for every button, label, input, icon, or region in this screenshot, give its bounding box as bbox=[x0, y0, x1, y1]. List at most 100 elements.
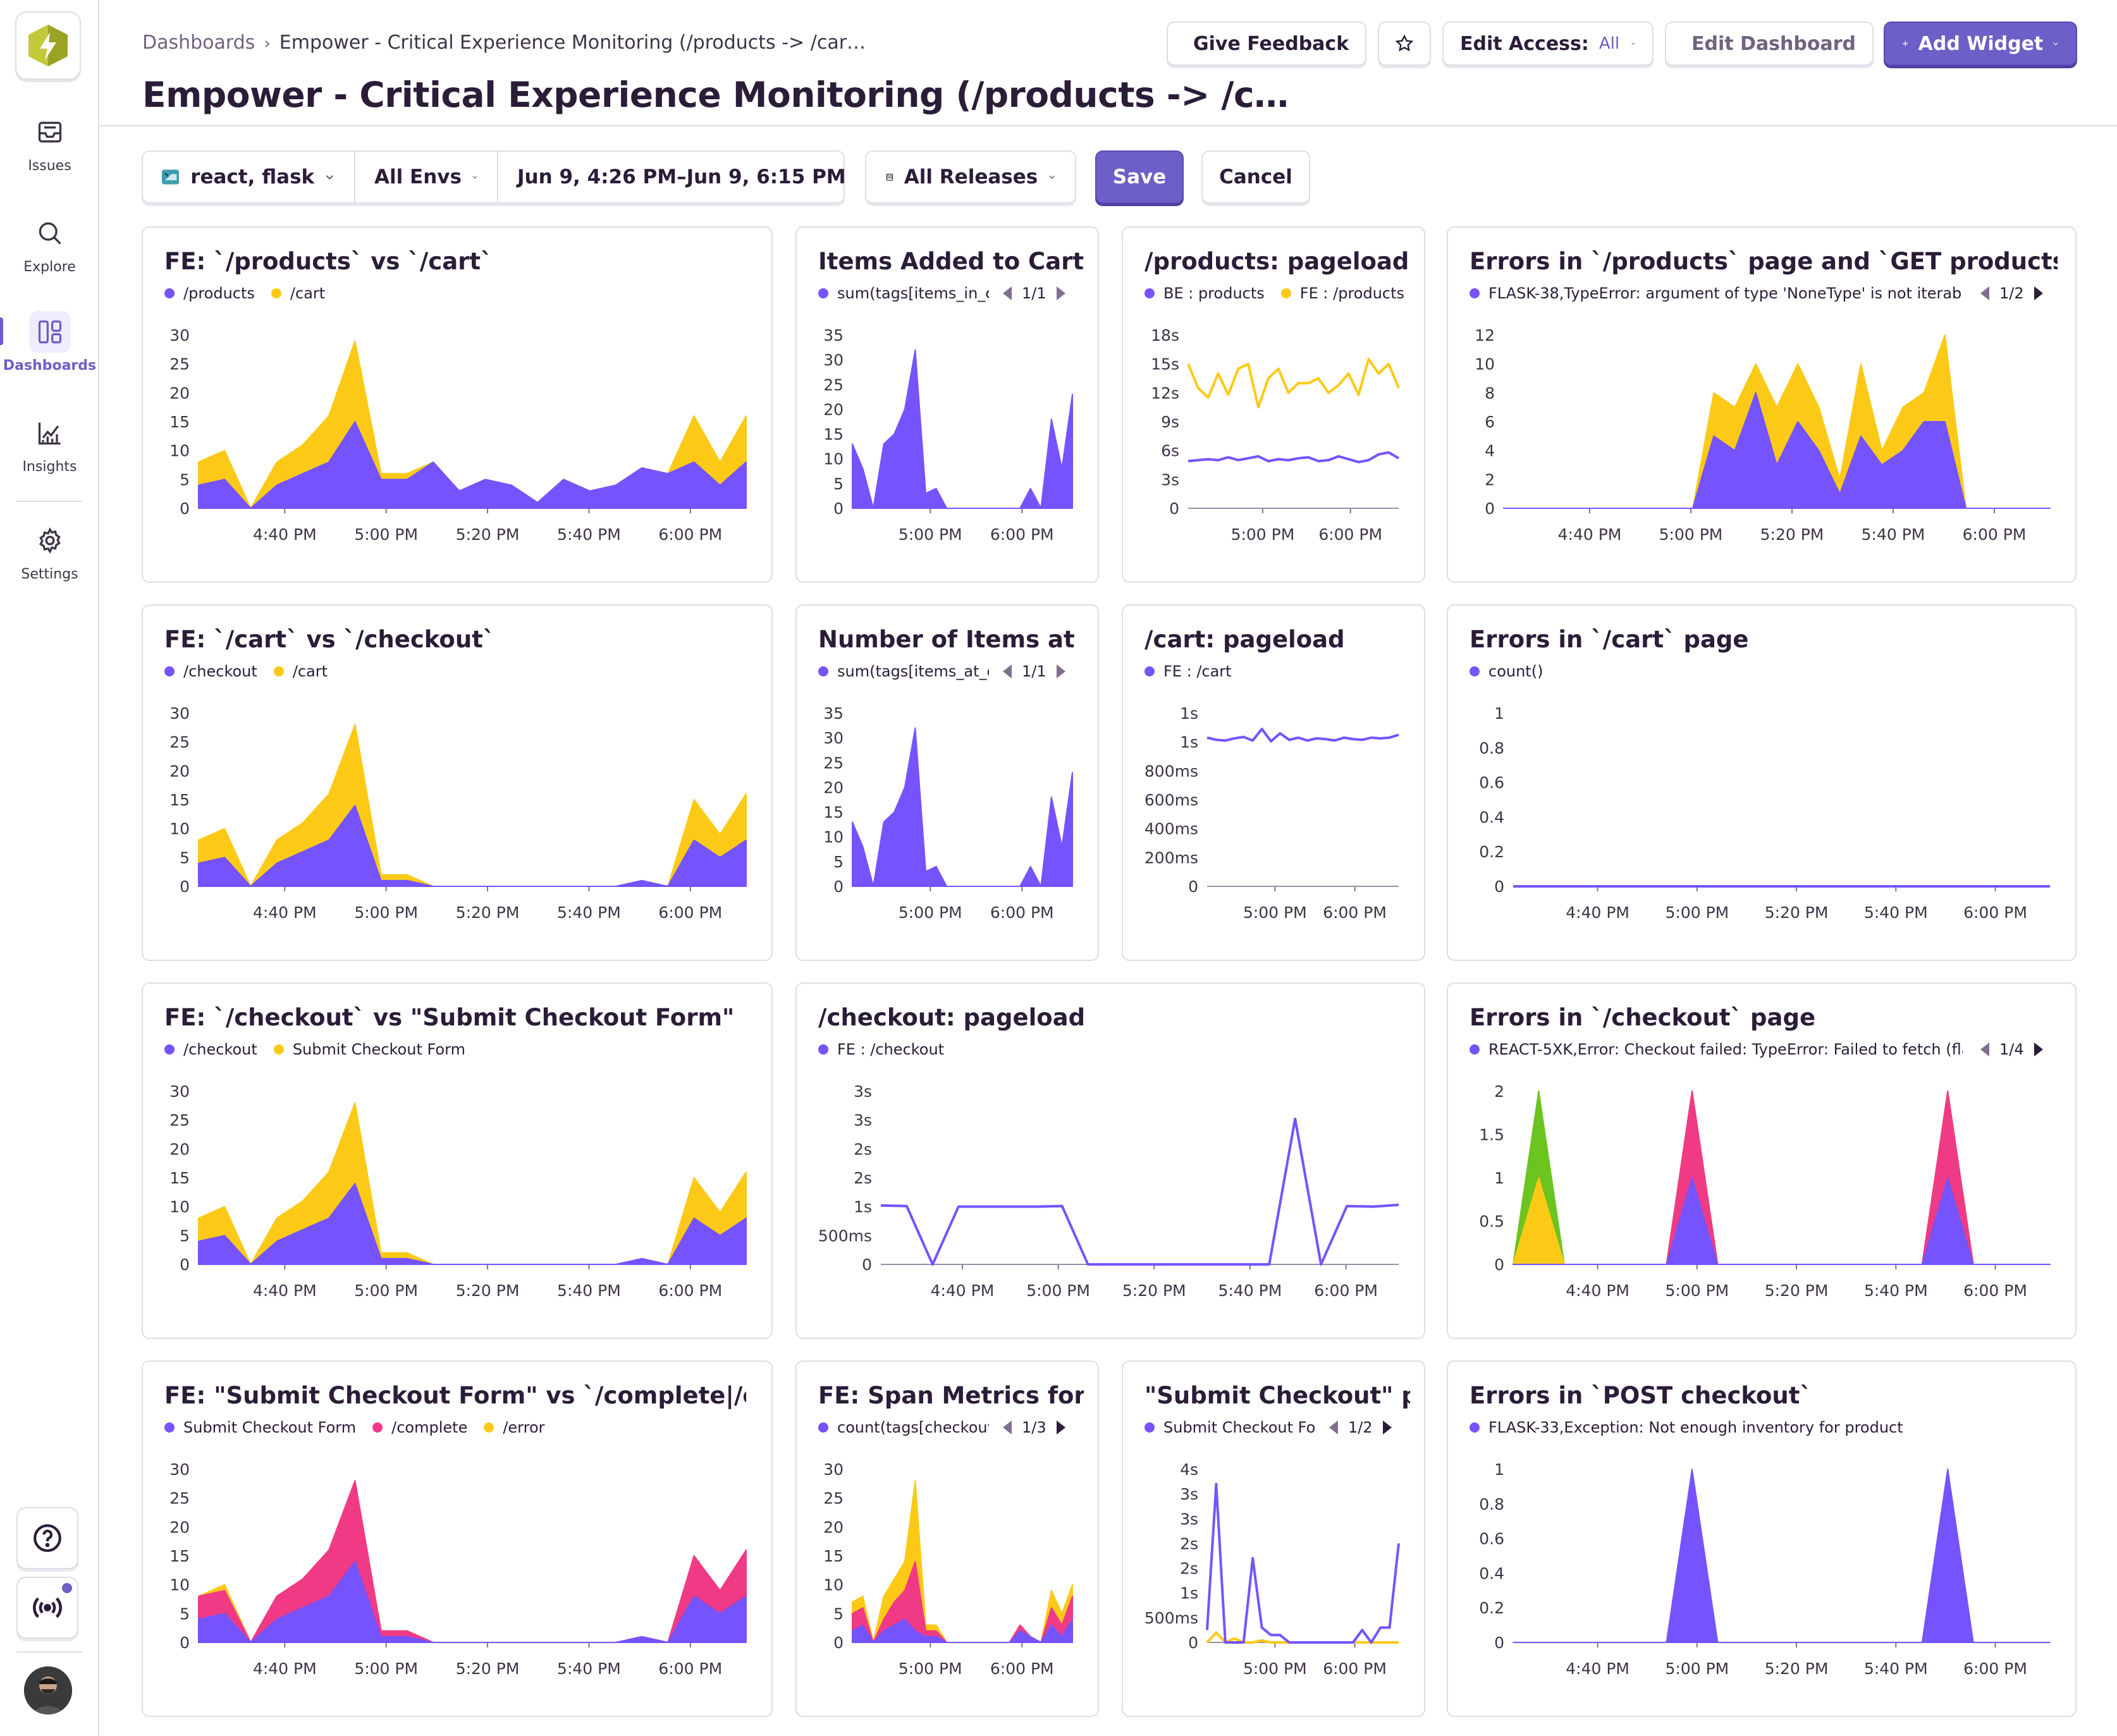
legend-item[interactable]: /complete bbox=[372, 1419, 467, 1436]
broadcasts-button[interactable] bbox=[16, 1577, 78, 1639]
legend-label: /complete bbox=[391, 1419, 468, 1436]
legend-item[interactable]: count(tags[checkout.items]) bbox=[818, 1419, 989, 1436]
caret-left-icon[interactable] bbox=[1979, 285, 1991, 302]
y-tick-label: 2 bbox=[1494, 1082, 1504, 1101]
series-area-flask-38-typeerror-argument-of-type-none[interactable] bbox=[1503, 392, 2051, 509]
legend-item[interactable]: FE : /cart bbox=[1144, 663, 1232, 680]
widget-errors-post-checkout[interactable]: 0 0.2 0.4 0.6 0.8 1 4:40 PM 5:00 PM 5:20 PM 5:40 … bbox=[1447, 1360, 2077, 1717]
edit-access-dropdown[interactable]: Edit Access: All bbox=[1442, 21, 1654, 66]
y-tick-label: 0.8 bbox=[1479, 1495, 1504, 1513]
series-area-count-tags-checkout-items-[interactable] bbox=[852, 1618, 1073, 1643]
series-line-fe-products[interactable] bbox=[1187, 358, 1400, 409]
series-area-pink[interactable] bbox=[1513, 1091, 2051, 1265]
app-logo[interactable] bbox=[15, 11, 81, 80]
series-line-fe-checkout[interactable] bbox=[880, 1117, 1399, 1266]
caret-left-icon[interactable] bbox=[1002, 285, 1013, 302]
series-area-sum-tags-items-at-checkout-[interactable] bbox=[852, 727, 1073, 887]
caret-right-icon[interactable] bbox=[2033, 1041, 2044, 1058]
legend-item[interactable]: FE : /checkout bbox=[818, 1041, 944, 1058]
sidebar-item-issues[interactable]: Issues bbox=[0, 111, 99, 174]
widget-span-metrics[interactable]: 0 5 10 15 20 25 30 5:00 PM 6:00 PM FE: Span Metr… bbox=[795, 1360, 1099, 1717]
series-area-flask-33-exception-not-enough-inventory-[interactable] bbox=[1513, 1469, 2051, 1643]
breadcrumb-dashboards-link[interactable]: Dashboards bbox=[142, 32, 255, 54]
widget-title: /cart: pageload bbox=[1144, 626, 1345, 653]
caret-left-icon[interactable] bbox=[1002, 1419, 1013, 1436]
sidebar-item-settings[interactable]: Settings bbox=[0, 520, 99, 582]
sidebar-item-explore[interactable]: Explore bbox=[0, 212, 99, 275]
widget-checkout-pageload[interactable]: 0 500ms 1s 2s 2s 3s 3s 4:40 PM 5:00 PM 5:20 PM 5:4… bbox=[795, 982, 1425, 1339]
legend-item[interactable]: /products bbox=[164, 284, 255, 302]
series-area--checkout[interactable] bbox=[198, 1183, 747, 1265]
legend-item[interactable]: /cart bbox=[271, 284, 325, 302]
project-selector[interactable]: react, flask bbox=[143, 152, 355, 202]
x-tick-label: 4:40 PM bbox=[253, 1281, 317, 1300]
legend-item[interactable]: /cart bbox=[273, 663, 328, 680]
y-tick-label: 0 bbox=[180, 1256, 190, 1274]
series-area-submit-checkout-form[interactable] bbox=[198, 1561, 747, 1643]
legend-item[interactable]: Submit Checkout Form bbox=[164, 1419, 356, 1436]
widget-submit-vs-complete-error[interactable]: 0 5 10 15 20 25 30 4:40 PM 5:00 PM 5:20 PM 5:40 PM… bbox=[142, 1360, 773, 1717]
widget-cart-vs-checkout[interactable]: 0 5 10 15 20 25 30 4:40 PM 5:00 PM 5:20 PM 5:40 PM… bbox=[142, 604, 773, 961]
series-area-sum-tags-items-in-cart-[interactable] bbox=[852, 349, 1073, 509]
caret-left-icon[interactable] bbox=[1979, 1041, 1991, 1058]
edit-dashboard-button[interactable]: Edit Dashboard bbox=[1665, 21, 1874, 66]
widget-items-added-to-cart[interactable]: 0 5 10 15 20 25 30 35 5:00 PM 6:00 PM Items Added… bbox=[795, 226, 1099, 583]
add-widget-button[interactable]: Add Widget bbox=[1884, 21, 2077, 66]
cancel-button[interactable]: Cancel bbox=[1201, 150, 1310, 204]
legend-dot bbox=[484, 1422, 494, 1433]
widget-cart-pageload[interactable]: 0 200ms 400ms 600ms 800ms 1s 1s 5:00 PM 6:00 PM … bbox=[1122, 604, 1425, 961]
legend-item[interactable]: sum(tags[items_in_cart]) bbox=[818, 284, 989, 302]
widget-items-at-checkout[interactable]: 0 5 10 15 20 25 30 35 5:00 PM 6:00 PM Number of I… bbox=[795, 604, 1099, 961]
y-tick-label: 1 bbox=[1494, 1169, 1504, 1187]
legend-label: sum(tags[items_at_checkout]) bbox=[837, 663, 989, 680]
release-selector-button[interactable]: All Releases bbox=[866, 152, 1075, 202]
caret-right-icon[interactable] bbox=[1382, 1419, 1393, 1436]
caret-right-icon[interactable] bbox=[2033, 285, 2044, 302]
widget-submit-checkout-performance[interactable]: 0 500ms 1s 2s 2s 3s 3s 4s 5:00 PM 6:00 PM "Submit… bbox=[1122, 1360, 1425, 1717]
y-tick-label: 30 bbox=[823, 351, 844, 369]
y-tick-label: 0 bbox=[1494, 877, 1504, 896]
legend-item[interactable]: Submit Checkout Form bbox=[1144, 1419, 1315, 1436]
series-area-react-5xk-error-checkout-failed-typeerro[interactable] bbox=[1513, 1177, 2051, 1265]
series-area--checkout[interactable] bbox=[198, 805, 747, 887]
widget-errors-checkout-page[interactable]: 0 0.5 1 1.5 2 4:40 PM 5:00 PM 5:20 PM 5:40 PM 6:0… bbox=[1447, 982, 2077, 1339]
legend-item[interactable]: /checkout bbox=[164, 663, 257, 680]
give-feedback-button[interactable]: Give Feedback bbox=[1167, 21, 1366, 66]
star-button[interactable] bbox=[1378, 21, 1431, 66]
series-line-submit-checkout-form[interactable] bbox=[1206, 1482, 1400, 1644]
caret-left-icon[interactable] bbox=[1002, 663, 1013, 680]
caret-right-icon[interactable] bbox=[1055, 1419, 1067, 1436]
sidebar-item-insights[interactable]: Insights bbox=[0, 412, 99, 475]
help-button[interactable] bbox=[16, 1507, 78, 1569]
series-area--products[interactable] bbox=[198, 421, 747, 509]
caret-right-icon[interactable] bbox=[1055, 663, 1067, 680]
legend-item[interactable]: /error bbox=[484, 1419, 545, 1436]
legend-item[interactable]: count() bbox=[1470, 663, 1543, 680]
series-line-be-products[interactable] bbox=[1187, 451, 1399, 463]
sidebar-item-dashboards[interactable]: Dashboards bbox=[0, 311, 99, 374]
legend-item[interactable]: /checkout bbox=[164, 1041, 257, 1058]
save-button[interactable]: Save bbox=[1095, 150, 1184, 204]
environment-selector[interactable]: All Envs bbox=[355, 152, 498, 202]
legend-item[interactable]: BE : products bbox=[1144, 284, 1265, 302]
widget-products-vs-cart[interactable]: 0 5 10 15 20 25 30 4:40 PM 5:00 PM 5:20 PM 5:40 PM… bbox=[142, 226, 773, 583]
x-tick-label: 6:00 PM bbox=[1318, 525, 1382, 544]
legend-item[interactable]: FLASK-38,TypeError: argument of type 'No… bbox=[1470, 284, 1963, 302]
release-selector[interactable]: All Releases bbox=[865, 150, 1076, 204]
legend-item[interactable]: REACT-5XK,Error: Checkout failed: TypeEr… bbox=[1470, 1041, 1963, 1058]
widget-errors-products-page[interactable]: 0 2 4 6 8 10 12 4:40 PM 5:00 PM 5:20 PM 5:40 PM 6:0… bbox=[1447, 226, 2077, 583]
user-avatar[interactable] bbox=[24, 1666, 72, 1715]
legend-item[interactable]: Submit Checkout Form bbox=[273, 1041, 465, 1058]
widget-products-pageload[interactable]: 0 3s 6s 9s 12s 15s 18s 5:00 PM 6:00 PM /products… bbox=[1122, 226, 1425, 583]
legend-item[interactable]: sum(tags[items_at_checkout]) bbox=[818, 663, 989, 680]
legend-item[interactable]: FLASK-33,Exception: Not enough inventory… bbox=[1470, 1419, 1903, 1436]
x-tick-label: 5:40 PM bbox=[557, 1281, 621, 1300]
legend-item[interactable]: FE : /products bbox=[1280, 284, 1404, 302]
widget-checkout-vs-submit[interactable]: 0 5 10 15 20 25 30 4:40 PM 5:00 PM 5:20 PM 5:40 PM… bbox=[142, 982, 773, 1339]
date-range-selector[interactable]: Jun 9, 4:26 PM–Jun 9, 6:15 PM bbox=[498, 152, 846, 202]
series-line-fe-cart[interactable] bbox=[1206, 728, 1399, 743]
widget-errors-cart-page[interactable]: 0 0.2 0.4 0.6 0.8 1 4:40 PM 5:00 PM 5:20 PM 5:40 … bbox=[1447, 604, 2077, 961]
caret-right-icon[interactable] bbox=[1055, 285, 1067, 302]
caret-left-icon[interactable] bbox=[1328, 1419, 1339, 1436]
y-tick-label: 0 bbox=[862, 1256, 872, 1274]
